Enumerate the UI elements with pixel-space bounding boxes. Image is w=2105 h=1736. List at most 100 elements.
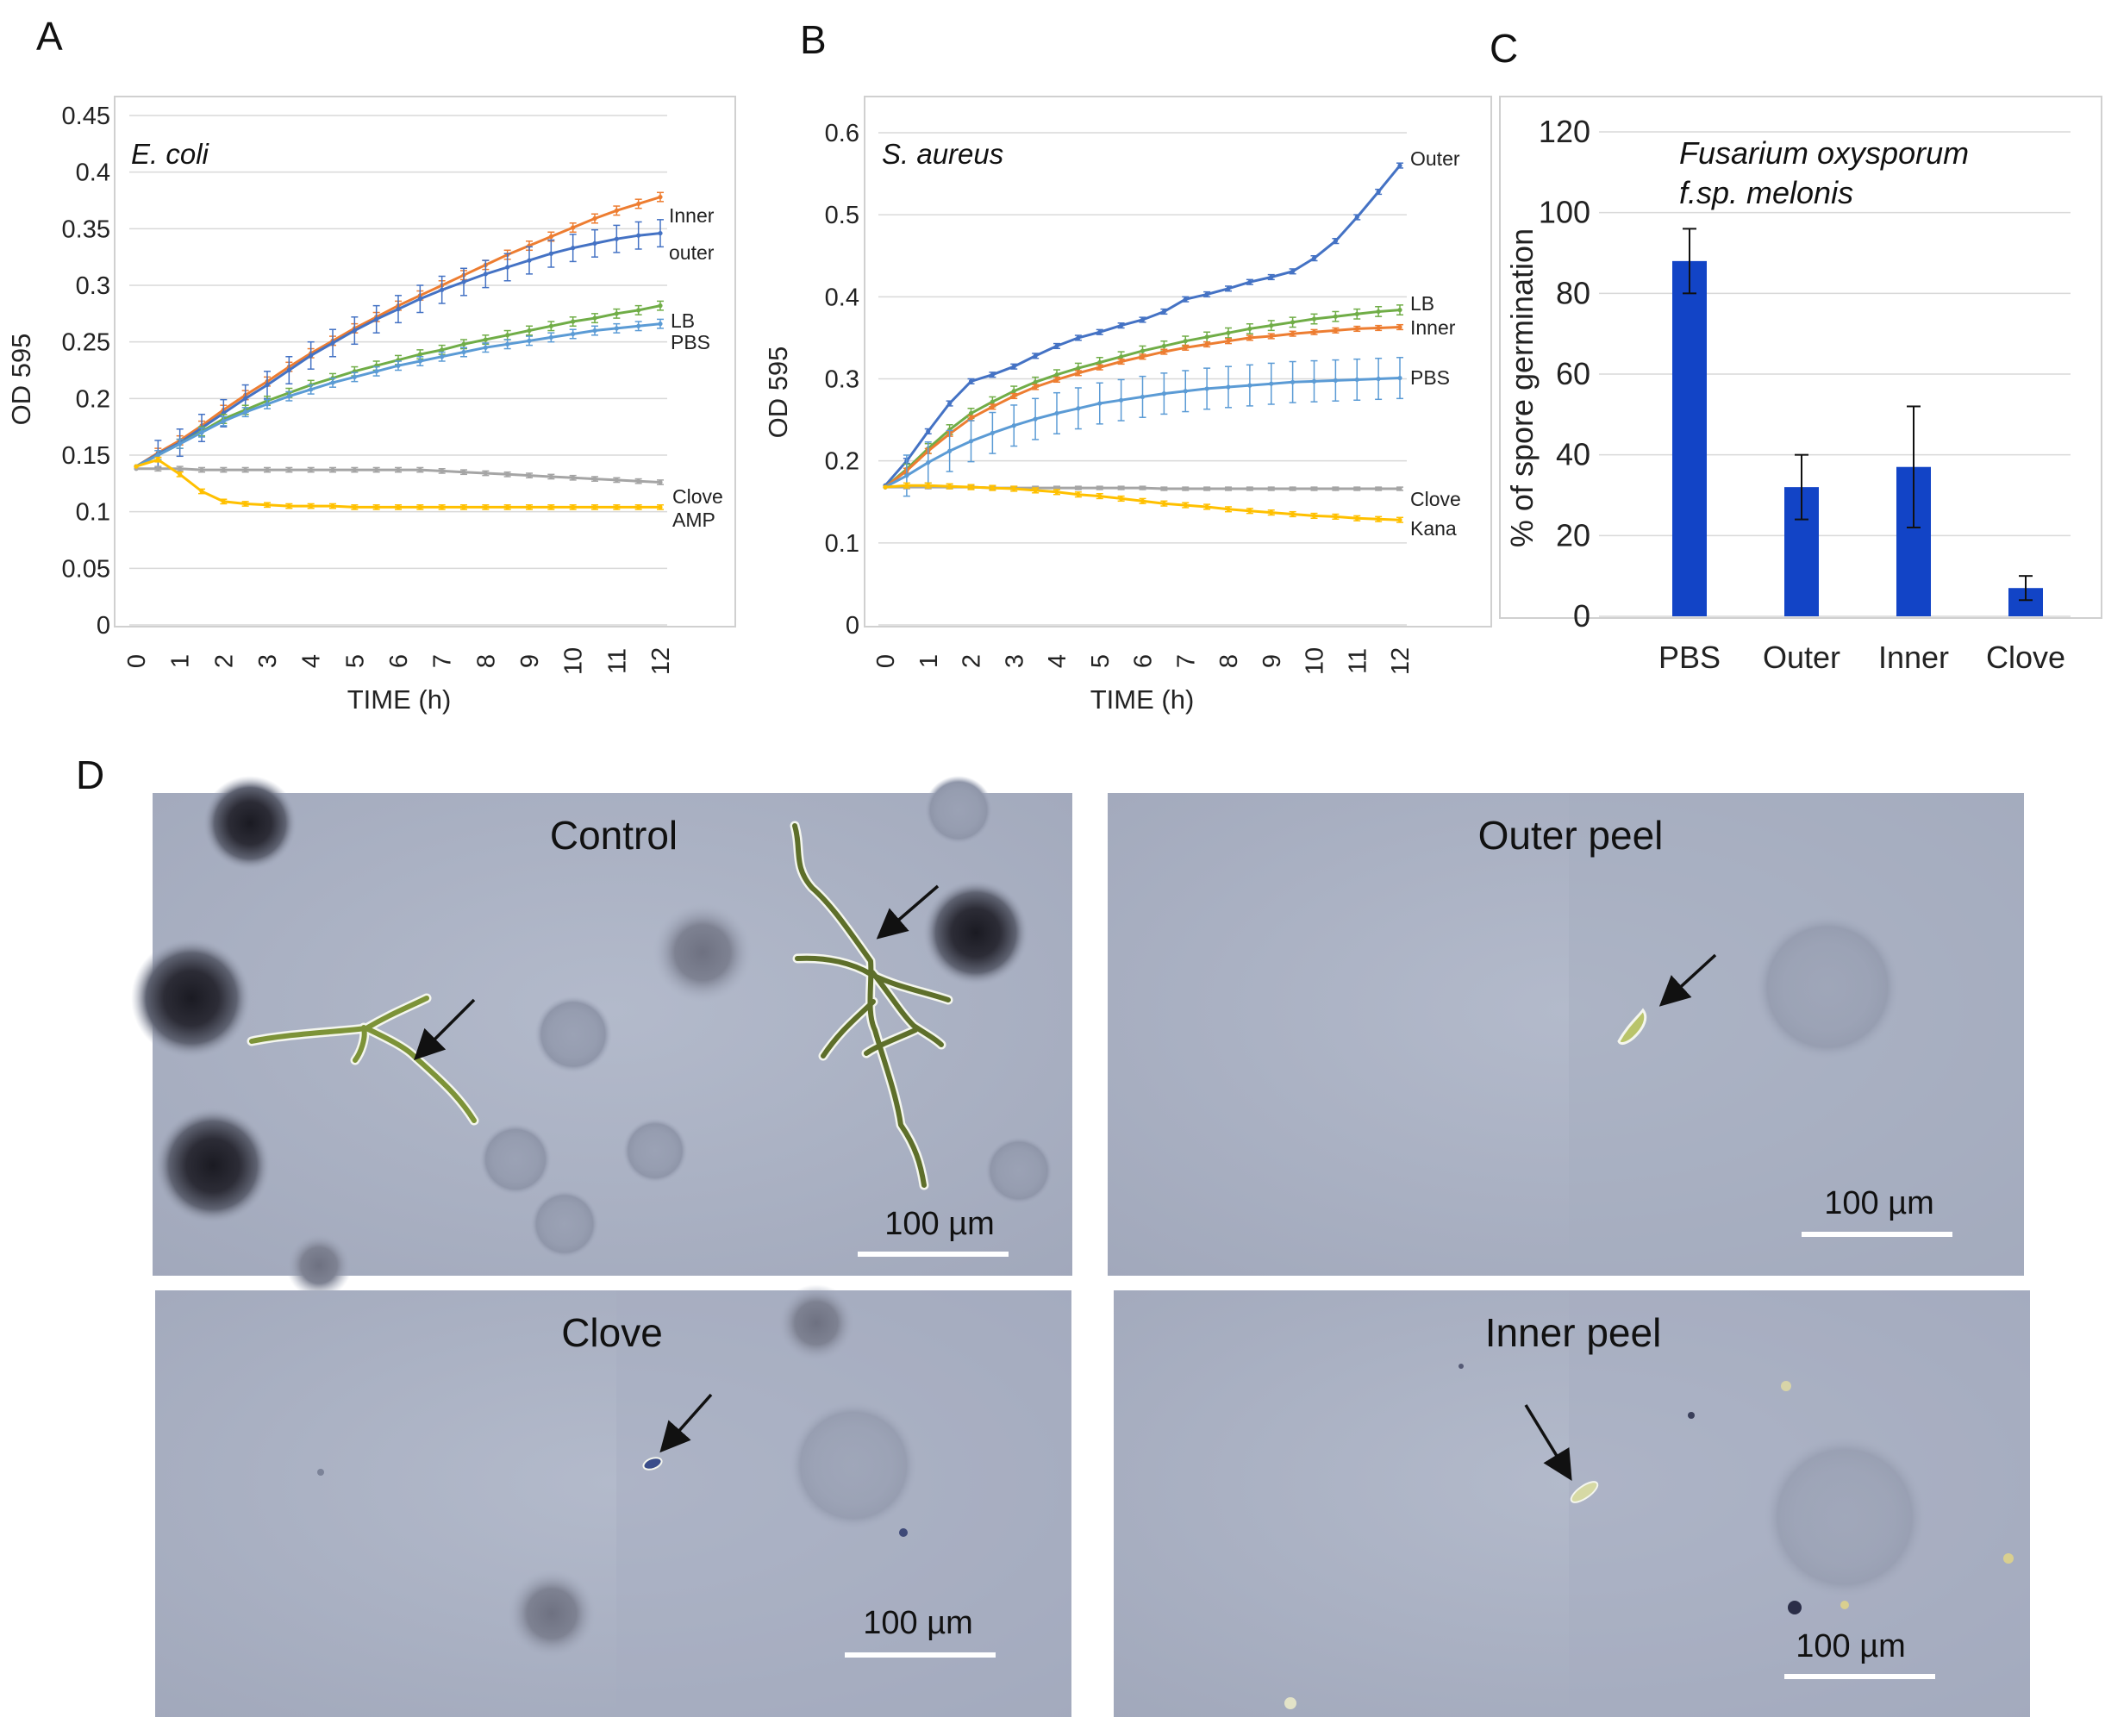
data-point (309, 503, 314, 509)
arrow-marker (414, 998, 476, 1060)
data-point (1011, 393, 1016, 399)
chart-b-frame (864, 96, 1492, 628)
data-point (1161, 486, 1166, 491)
data-point (883, 484, 888, 490)
faint-particle (534, 996, 612, 1073)
data-point (483, 471, 488, 476)
micrograph-inner-peel: Inner peel 100 µm (1114, 1290, 2030, 1717)
data-point (155, 457, 160, 462)
data-point (1183, 297, 1188, 302)
data-point (440, 504, 445, 510)
faint-particle (924, 776, 993, 845)
chart-b-organism: S. aureus (882, 138, 1003, 170)
data-point (1119, 496, 1124, 502)
data-point (1119, 359, 1124, 365)
data-point (352, 374, 357, 379)
data-point (265, 402, 270, 407)
data-point (1247, 486, 1252, 491)
x-tick-label: 1 (915, 654, 943, 668)
dark-particle (203, 776, 297, 871)
mid-particle (778, 1284, 855, 1362)
data-point (505, 333, 510, 338)
data-point (155, 453, 160, 458)
micrograph-grid: Control 100 µm Outer peel 100 µm (131, 776, 2030, 1717)
micrograph-label-inner-peel: Inner peel (1485, 1310, 1662, 1355)
data-point (636, 308, 641, 313)
data-point (636, 233, 641, 238)
y-tick-label: 0.4 (76, 159, 110, 187)
data-point (1076, 365, 1081, 371)
spore (1570, 1481, 1599, 1503)
data-point (658, 303, 663, 309)
y-tick-label: 40 (1556, 437, 1590, 472)
data-point (1076, 492, 1081, 497)
series-label-lb: LB (671, 309, 695, 332)
data-point (265, 503, 270, 508)
data-point (1054, 410, 1059, 416)
arrow-marker (1524, 1404, 1572, 1481)
data-point (947, 401, 953, 406)
data-point (1269, 486, 1274, 491)
data-point (968, 410, 974, 416)
data-point (396, 467, 401, 472)
data-point (243, 409, 248, 415)
x-tick-label: 7 (429, 654, 457, 668)
data-point (1226, 507, 1231, 512)
data-point (1226, 339, 1231, 344)
data-point (548, 251, 553, 256)
data-point (178, 466, 183, 471)
debris (1781, 1381, 1791, 1391)
data-point (483, 504, 488, 510)
data-point (417, 504, 422, 510)
data-point (990, 372, 995, 378)
data-point (1183, 339, 1188, 344)
data-point (1161, 309, 1166, 315)
x-tick-label: 2 (210, 654, 238, 668)
data-point (1247, 383, 1252, 388)
x-tick-label: 10 (1302, 647, 1329, 675)
data-point (1119, 354, 1124, 359)
panel-letter-b: B (800, 17, 827, 62)
data-point (1311, 513, 1317, 519)
y-tick-label: 0.25 (62, 329, 110, 357)
data-point (1226, 486, 1231, 491)
chart-a-xlabel: TIME (h) (347, 684, 452, 715)
chart-c-spore-germination: Fusarium oxysporum f.sp. melonis % of sp… (1499, 96, 2102, 675)
x-category-label: Clove (1986, 640, 2065, 675)
data-point (1247, 509, 1252, 514)
data-point (440, 354, 445, 359)
y-tick-label: 0.1 (76, 499, 110, 527)
data-point (1161, 391, 1166, 397)
data-point (636, 478, 641, 484)
data-point (968, 484, 974, 490)
data-point (968, 415, 974, 421)
data-point (1097, 485, 1102, 490)
y-tick-label: 0.05 (62, 555, 110, 583)
series-label-pbs: PBS (671, 331, 710, 353)
series-label-outer: Outer (1410, 147, 1460, 170)
micrograph-label-control: Control (550, 813, 678, 858)
chart-c-ylabel: % of spore germination (1504, 228, 1540, 547)
arrow-marker (1658, 953, 1717, 1007)
data-point (1097, 493, 1102, 499)
data-point (1290, 269, 1296, 274)
debris (317, 1469, 324, 1476)
data-point (483, 345, 488, 350)
x-tick-label: 2 (959, 654, 986, 668)
debris (1840, 1601, 1849, 1609)
chart-b-xlabel: TIME (h) (1090, 684, 1195, 715)
data-point (1311, 378, 1317, 384)
data-point (1333, 486, 1338, 491)
data-point (1376, 325, 1381, 331)
data-point (1247, 326, 1252, 332)
data-point (1354, 311, 1359, 316)
data-point (1333, 314, 1338, 319)
series-label-inner: Inner (669, 204, 715, 227)
data-point (527, 338, 532, 343)
data-point (330, 467, 335, 472)
x-tick-label: 3 (254, 654, 282, 668)
data-point (571, 504, 576, 510)
data-point (1076, 371, 1081, 376)
y-tick-label: 0.5 (825, 202, 859, 229)
data-point (374, 467, 379, 472)
